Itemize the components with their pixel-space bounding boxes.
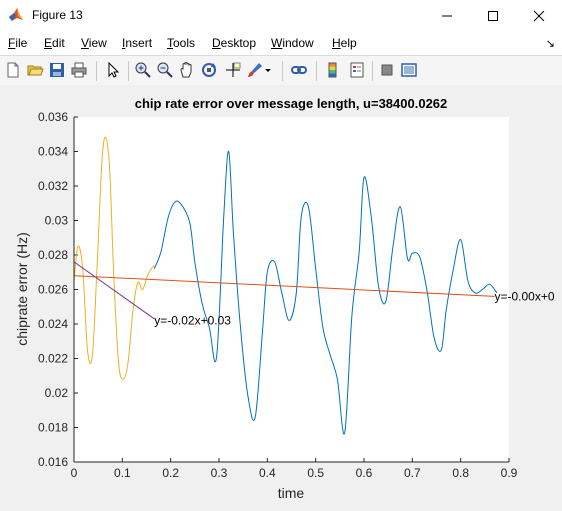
data-cursor-icon[interactable] — [224, 61, 242, 79]
x-tick-label: 0.4 — [259, 466, 276, 480]
menu-desktop[interactable]: Desktop — [212, 36, 257, 50]
hide-plot-tools-icon[interactable] — [378, 61, 396, 79]
pan-icon[interactable] — [178, 61, 196, 79]
series-blue-line — [153, 150, 498, 435]
toolbar-separator — [282, 61, 283, 81]
close-icon — [533, 10, 545, 21]
toolbar-separator — [316, 61, 317, 81]
x-tick-label: 0.2 — [162, 466, 179, 480]
pointer-icon[interactable] — [104, 61, 122, 79]
y-tick-label: 0.018 — [38, 421, 68, 435]
print-icon[interactable] — [70, 61, 88, 79]
fit-line-purple — [73, 261, 155, 320]
axis-ticks: 0 0.1 0.2 0.3 0.4 0.5 0.6 0.7 0.8 0.9 0.016 0.018 0.… — [38, 110, 518, 480]
rotate-3d-icon[interactable] — [200, 61, 218, 79]
y-tick-label: 0.036 — [38, 110, 68, 124]
toolbar-separator — [128, 61, 129, 81]
figure-canvas: chip rate error over message length, u=3… — [0, 85, 562, 506]
new-figure-icon[interactable] — [4, 61, 22, 79]
y-tick-label: 0.022 — [38, 352, 68, 366]
chart: chip rate error over message length, u=3… — [14, 96, 555, 501]
x-tick-label: 0 — [71, 466, 78, 480]
x-axis-label: time — [278, 485, 305, 501]
menu-view[interactable]: View — [81, 36, 107, 50]
menu-edit[interactable]: Edit — [44, 36, 65, 50]
y-tick-label: 0.016 — [38, 455, 68, 469]
link-plot-icon[interactable] — [290, 61, 308, 79]
open-file-icon[interactable] — [26, 61, 44, 79]
fit-equation-label: y=-0.02x+0.03 — [154, 314, 231, 328]
maximize-button[interactable] — [470, 0, 516, 31]
toolbar-separator — [372, 61, 373, 81]
menu-insert[interactable]: Insert — [122, 36, 153, 50]
fit-equation-label: y=-0.00x+0 — [495, 289, 555, 303]
x-tick-label: 0.6 — [356, 466, 373, 480]
x-tick-label: 0.7 — [404, 466, 421, 480]
y-tick-label: 0.026 — [38, 283, 68, 297]
menu-window[interactable]: Window — [271, 36, 314, 50]
menu-dock-arrow-icon[interactable]: ↘ — [545, 38, 555, 50]
y-tick-label: 0.034 — [38, 145, 68, 159]
close-button[interactable] — [516, 0, 562, 31]
plot-lines — [73, 136, 498, 435]
chart-title: chip rate error over message length, u=3… — [135, 96, 448, 111]
menu-tools[interactable]: Tools — [167, 36, 196, 50]
brush-icon[interactable] — [246, 61, 264, 79]
x-tick-label: 0.1 — [114, 466, 131, 480]
x-tick-label: 0.9 — [501, 466, 518, 480]
annotations: y=-0.02x+0.03 y=-0.00x+0 — [154, 289, 555, 327]
window-title: Figure 13 — [32, 8, 83, 22]
fit-line-orange — [73, 275, 495, 297]
y-tick-label: 0.028 — [38, 248, 68, 262]
colorbar-icon[interactable] — [324, 61, 342, 79]
y-axis-label: chiprate error (Hz) — [14, 232, 30, 346]
axes-background — [74, 117, 509, 462]
menu-file[interactable]: File — [8, 36, 28, 50]
x-tick-label: 0.8 — [452, 466, 469, 480]
y-tick-label: 0.024 — [38, 317, 68, 331]
save-icon[interactable] — [48, 61, 66, 79]
matlab-logo-icon — [9, 8, 23, 21]
maximize-icon — [488, 10, 498, 21]
x-tick-label: 0.3 — [211, 466, 228, 480]
y-tick-label: 0.03 — [45, 214, 69, 228]
y-tick-label: 0.02 — [45, 386, 69, 400]
zoom-in-icon[interactable] — [134, 61, 152, 79]
legend-icon[interactable] — [348, 61, 366, 79]
menu-bar: File Edit View Insert Tools Desktop Wind… — [0, 31, 562, 55]
menu-help[interactable]: Help — [332, 36, 357, 50]
series-yellow-line — [73, 136, 155, 380]
title-bar: Figure 13 — [0, 0, 562, 32]
figure-toolbar — [0, 55, 562, 86]
x-tick-label: 0.5 — [307, 466, 324, 480]
zoom-out-icon[interactable] — [156, 61, 174, 79]
minimize-icon — [442, 15, 452, 16]
brush-dropdown-icon[interactable] — [264, 61, 272, 79]
y-tick-label: 0.032 — [38, 179, 68, 193]
minimize-button[interactable] — [424, 0, 470, 31]
show-plot-tools-icon[interactable] — [400, 61, 418, 79]
toolbar-separator — [96, 61, 97, 81]
